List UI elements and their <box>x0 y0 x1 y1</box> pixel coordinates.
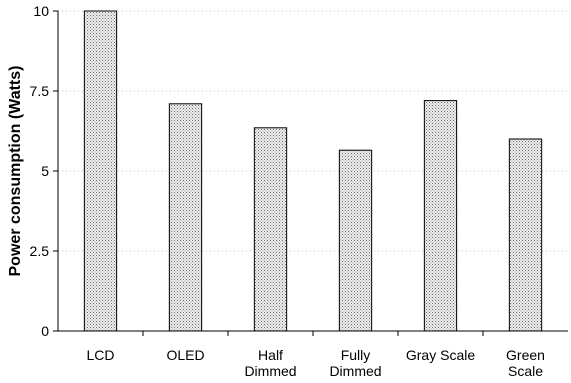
y-axis-label: Power consumption (Watts) <box>7 66 24 277</box>
bars <box>83 10 543 332</box>
category-label: Green Scale <box>506 347 545 379</box>
axes <box>53 10 568 336</box>
y-tick-label: 5 <box>41 163 49 179</box>
category-label: LCD <box>86 347 114 363</box>
category-label: Half Dimmed <box>244 347 296 379</box>
bar <box>338 149 373 332</box>
category-label-line: Scale <box>508 363 543 379</box>
category-label-line: Half <box>258 347 283 363</box>
category-label-line: Green <box>506 347 545 363</box>
gridlines <box>58 10 568 252</box>
y-tick-label: 7.5 <box>30 83 50 99</box>
y-tick-label: 10 <box>33 3 49 19</box>
category-label-line: Dimmed <box>244 363 296 379</box>
category-label-line: LCD <box>86 347 114 363</box>
y-tick-label: 0 <box>41 323 49 339</box>
bar <box>168 103 203 332</box>
category-label-line: Fully <box>341 347 371 363</box>
category-label-line: OLED <box>166 347 204 363</box>
category-label: Gray Scale <box>406 347 475 363</box>
category-label-line: Gray Scale <box>406 347 475 363</box>
bar <box>423 100 458 332</box>
category-label: Fully Dimmed <box>329 347 381 379</box>
y-tick-label: 2.5 <box>30 243 50 259</box>
category-label: OLED <box>166 347 204 363</box>
y-tick-labels: 0 2.5 5 7.5 10 <box>30 3 50 339</box>
bar <box>83 10 118 332</box>
bar <box>508 138 543 332</box>
category-label-line: Dimmed <box>329 363 381 379</box>
bar <box>253 127 288 332</box>
